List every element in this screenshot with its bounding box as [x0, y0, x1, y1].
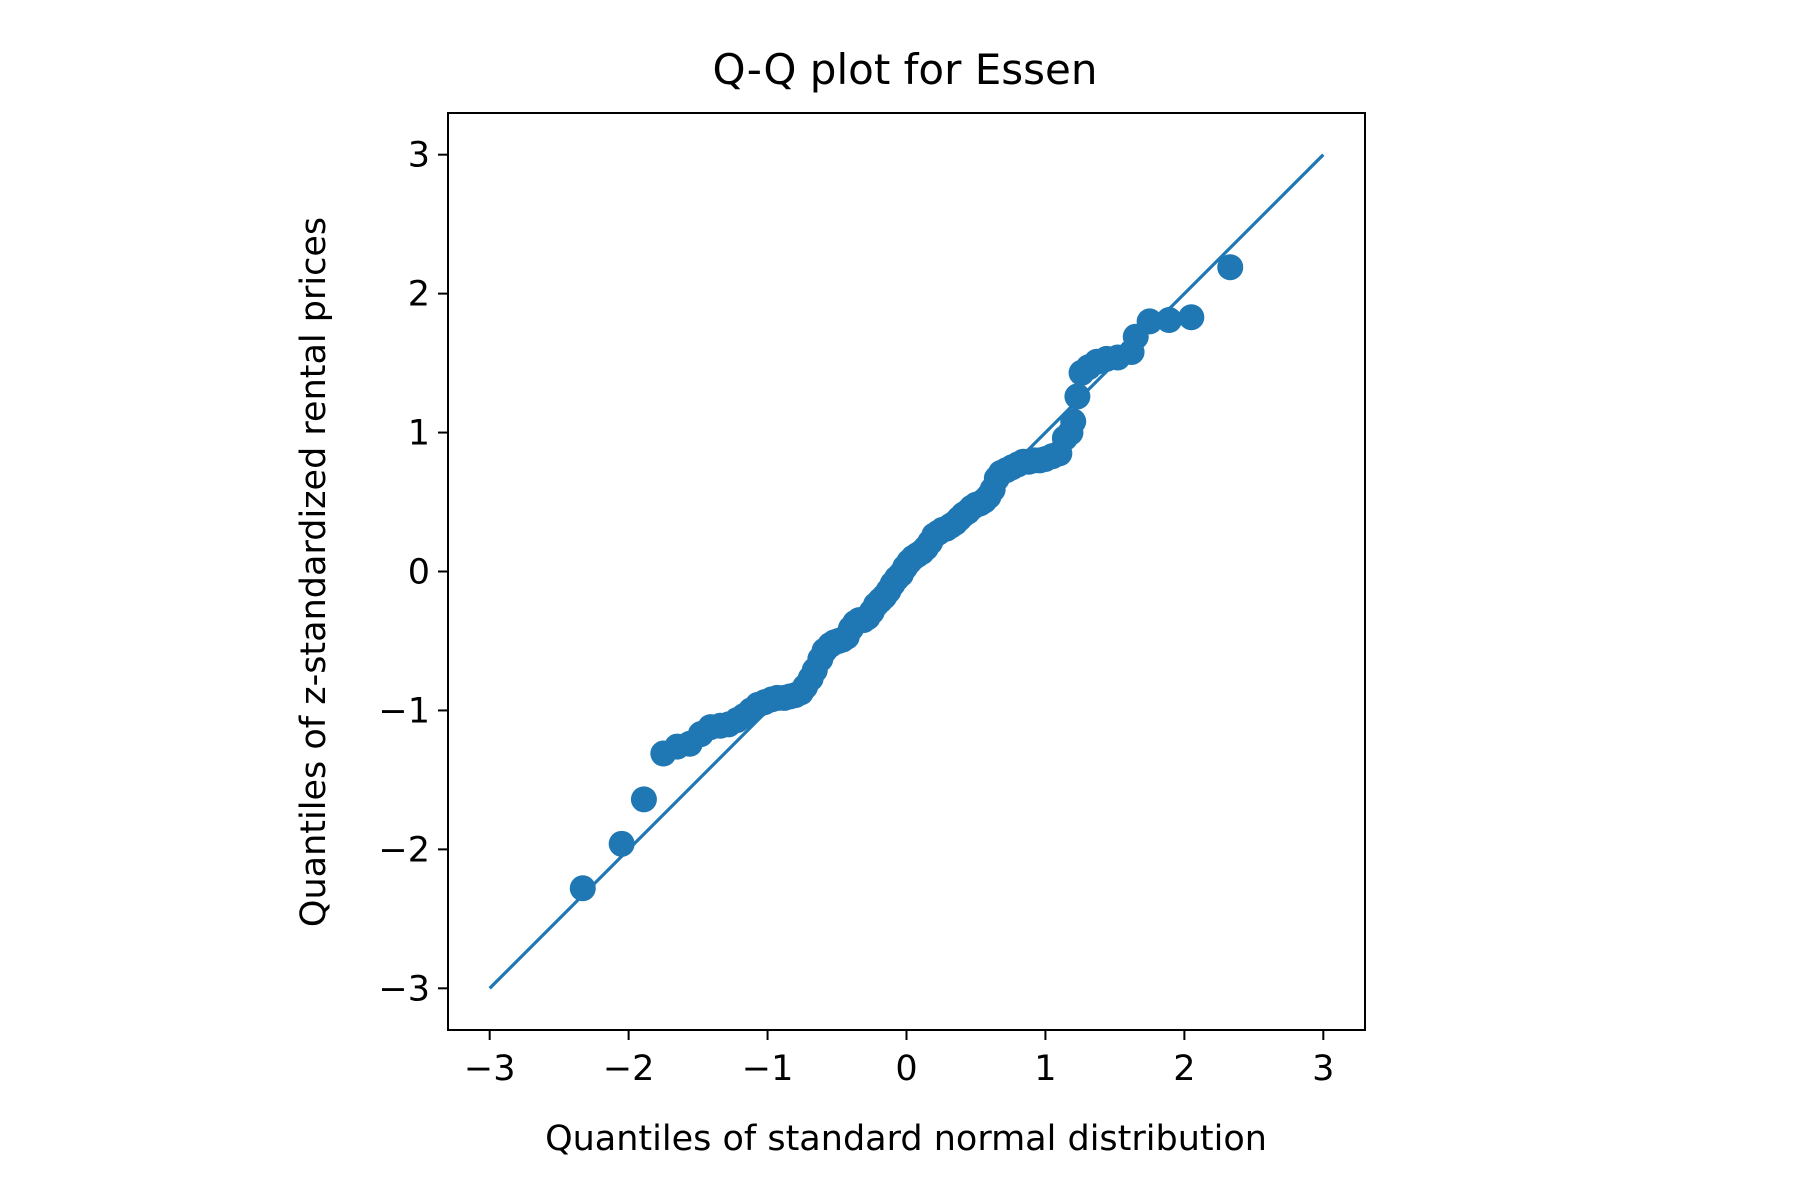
chart-title: Q-Q plot for Essen — [712, 45, 1097, 94]
data-point — [1156, 307, 1183, 334]
x-axis: −3 −2 −1 0 1 2 3 — [464, 1030, 1334, 1089]
y-tick-label: −1 — [378, 691, 430, 731]
y-axis-label: Quantiles of z-standardized rental price… — [294, 217, 334, 927]
y-tick-label: −2 — [378, 830, 430, 870]
x-tick-label: −3 — [464, 1049, 516, 1089]
x-tick-label: 3 — [1312, 1049, 1334, 1089]
data-point — [630, 786, 657, 813]
data-point — [1136, 308, 1163, 335]
y-tick-label: −3 — [378, 969, 430, 1009]
data-point — [1178, 304, 1205, 331]
x-axis-label: Quantiles of standard normal distributio… — [545, 1119, 1267, 1159]
data-point — [569, 875, 596, 902]
y-tick-label: 3 — [408, 136, 430, 176]
plot-area — [488, 153, 1325, 990]
x-tick-label: 2 — [1173, 1049, 1195, 1089]
data-point — [1217, 254, 1244, 281]
y-tick-label: 0 — [408, 553, 430, 593]
x-tick-label: −2 — [603, 1049, 655, 1089]
data-point — [1060, 408, 1087, 435]
y-axis: −3 −2 −1 0 1 2 3 — [378, 136, 448, 1009]
y-tick-label: 1 — [408, 414, 430, 454]
y-tick-label: 2 — [408, 275, 430, 315]
x-tick-label: 0 — [895, 1049, 917, 1089]
x-tick-label: −1 — [742, 1049, 794, 1089]
data-point — [1064, 383, 1091, 410]
data-point — [608, 830, 635, 857]
x-tick-label: 1 — [1034, 1049, 1056, 1089]
